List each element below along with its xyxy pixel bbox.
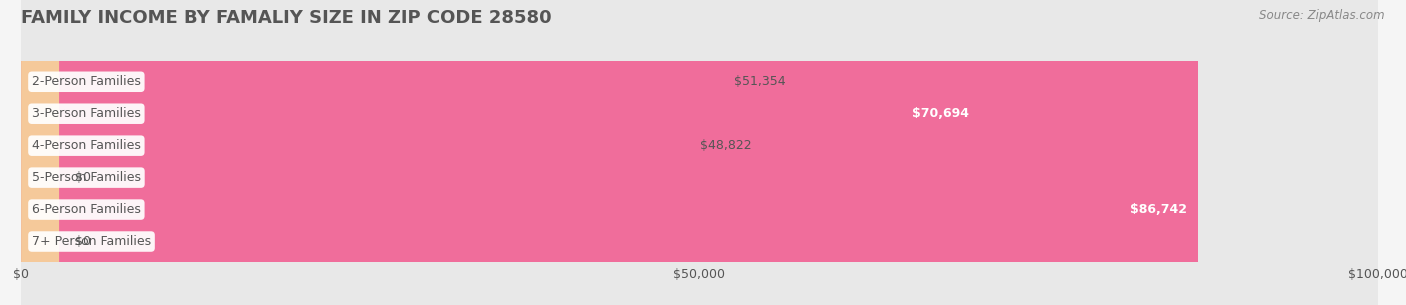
FancyBboxPatch shape xyxy=(21,0,59,305)
Text: $0: $0 xyxy=(76,171,91,184)
Text: Source: ZipAtlas.com: Source: ZipAtlas.com xyxy=(1260,9,1385,22)
FancyBboxPatch shape xyxy=(21,0,980,305)
FancyBboxPatch shape xyxy=(21,0,683,305)
Text: $51,354: $51,354 xyxy=(734,75,786,88)
Text: $70,694: $70,694 xyxy=(912,107,969,120)
Text: 4-Person Families: 4-Person Families xyxy=(32,139,141,152)
FancyBboxPatch shape xyxy=(21,0,718,305)
Text: 6-Person Families: 6-Person Families xyxy=(32,203,141,216)
FancyBboxPatch shape xyxy=(21,0,1378,305)
FancyBboxPatch shape xyxy=(21,0,1378,305)
FancyBboxPatch shape xyxy=(21,0,1378,305)
Text: 3-Person Families: 3-Person Families xyxy=(32,107,141,120)
FancyBboxPatch shape xyxy=(21,0,59,305)
Text: $0: $0 xyxy=(76,235,91,248)
FancyBboxPatch shape xyxy=(21,0,1378,305)
FancyBboxPatch shape xyxy=(21,0,1198,305)
Text: FAMILY INCOME BY FAMALIY SIZE IN ZIP CODE 28580: FAMILY INCOME BY FAMALIY SIZE IN ZIP COD… xyxy=(21,9,551,27)
Text: 5-Person Families: 5-Person Families xyxy=(32,171,141,184)
Text: $86,742: $86,742 xyxy=(1130,203,1187,216)
Text: $48,822: $48,822 xyxy=(700,139,751,152)
Text: 7+ Person Families: 7+ Person Families xyxy=(32,235,150,248)
FancyBboxPatch shape xyxy=(21,0,1378,305)
Text: 2-Person Families: 2-Person Families xyxy=(32,75,141,88)
FancyBboxPatch shape xyxy=(21,0,1378,305)
